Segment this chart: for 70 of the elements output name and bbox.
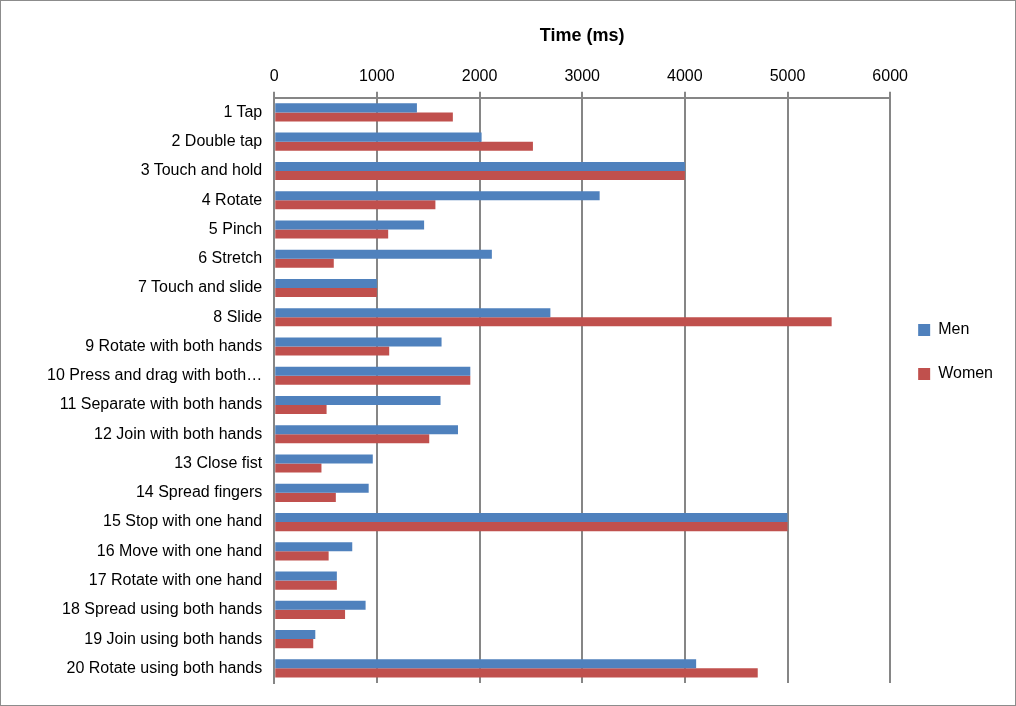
bar [275, 659, 697, 669]
bar [275, 337, 442, 347]
bar [275, 346, 390, 356]
bar [275, 492, 336, 502]
bar [275, 141, 533, 151]
x-tick-label: 3000 [564, 66, 601, 84]
bar [275, 278, 377, 288]
bar [275, 200, 436, 210]
bar [275, 600, 366, 610]
x-tick-label: 2000 [461, 66, 498, 84]
bar [275, 522, 788, 532]
y-tick-label: 7 Touch and slide [137, 278, 263, 296]
bar [275, 220, 425, 230]
y-tick-label: 19 Join using both hands [84, 629, 263, 647]
bar [275, 434, 430, 444]
bar [275, 395, 441, 406]
y-tick-label: 4 Rotate [201, 190, 263, 208]
y-tick-label: 12 Join with both hands [94, 424, 263, 442]
bar [275, 425, 458, 435]
bar [275, 454, 373, 464]
y-tick-label: 15 Stop with one hand [103, 512, 263, 530]
bar [275, 170, 685, 181]
bar [275, 317, 832, 327]
bar [275, 609, 346, 619]
bar [275, 112, 453, 122]
bar [275, 191, 600, 201]
x-tick-label: 5000 [769, 66, 806, 84]
y-tick-label: 5 Pinch [208, 219, 263, 237]
bar [275, 639, 314, 649]
y-tick-label: 3 Touch and hold [140, 161, 263, 179]
y-tick-label: 8 Slide [213, 307, 263, 325]
bar [275, 405, 327, 415]
bar [275, 571, 337, 581]
y-tick-label: 9 Rotate with both hands [85, 336, 263, 354]
x-tick-label: 6000 [872, 66, 909, 84]
y-tick-label: 11 Separate with both hands [59, 395, 263, 413]
y-tick-label: 1 Tap [223, 102, 263, 120]
bar [275, 287, 377, 298]
bar [275, 551, 329, 561]
bar [275, 249, 492, 259]
bar [275, 463, 322, 473]
bar [275, 258, 334, 268]
bar [275, 132, 482, 142]
bar [275, 630, 316, 640]
x-tick-label: 4000 [667, 66, 703, 84]
legend-label: Women [938, 364, 994, 382]
bar [275, 308, 551, 318]
bar [275, 668, 758, 678]
legend-label: Men [938, 320, 970, 338]
bar [275, 375, 471, 385]
y-tick-label: 18 Spread using both hands [62, 600, 263, 618]
x-tick-label: 1000 [359, 66, 395, 84]
y-tick-label: 20 Rotate using both hands [66, 658, 263, 676]
y-tick-label: 10 Press and drag with both… [47, 366, 263, 384]
y-tick-label: 2 Double tap [171, 132, 263, 150]
y-tick-label: 16 Move with one hand [96, 541, 263, 559]
bar [275, 580, 337, 590]
bar [275, 513, 788, 523]
bar [275, 229, 389, 239]
bar [275, 542, 353, 552]
bar [275, 366, 471, 376]
bar [275, 483, 369, 493]
bar [275, 161, 685, 171]
y-tick-label: 13 Close fist [174, 453, 263, 471]
x-axis-title: Time (ms) [539, 24, 625, 45]
x-tick-label: 0 [269, 66, 279, 84]
y-tick-label: 17 Rotate with one hand [88, 571, 263, 588]
y-tick-label: 14 Spread fingers [135, 483, 263, 501]
y-tick-label: 6 Stretch [198, 249, 263, 267]
bar [275, 103, 417, 113]
